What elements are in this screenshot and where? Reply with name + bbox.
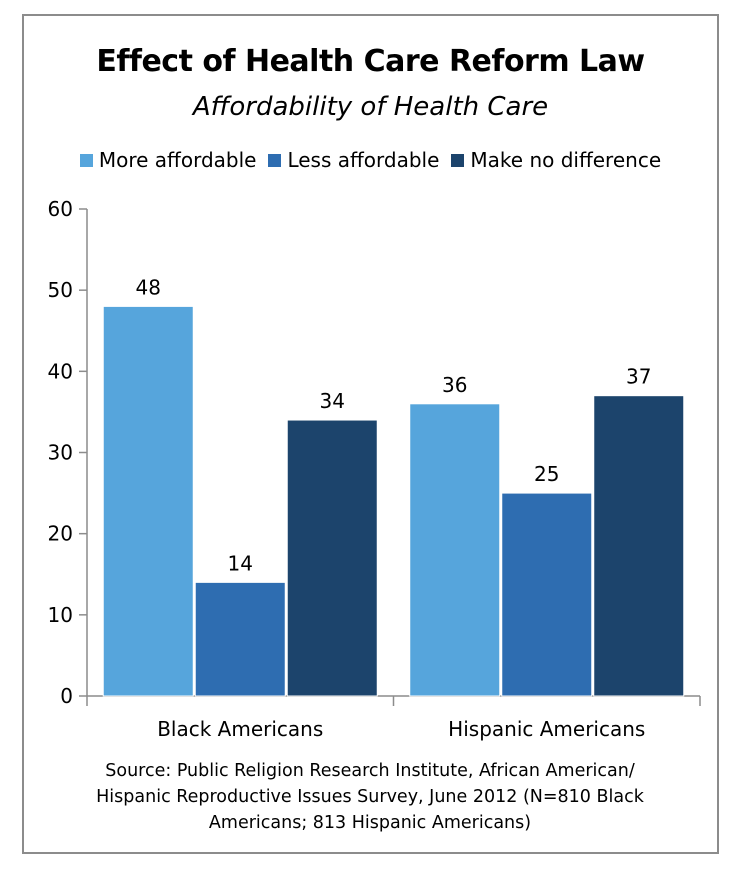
legend-swatch-less-affordable — [268, 153, 282, 167]
legend-swatch-make-no-difference — [451, 153, 465, 167]
legend-label-less-affordable: Less affordable — [287, 148, 440, 172]
bar-value-label: 36 — [442, 373, 467, 397]
legend-swatch-more-affordable — [79, 153, 93, 167]
source-line-1: Source: Public Religion Research Institu… — [105, 761, 635, 781]
legend-item-more-affordable: More affordable — [79, 148, 257, 172]
bar — [286, 419, 378, 697]
bar — [194, 581, 286, 697]
source-line-2: Hispanic Reproductive Issues Survey, Jun… — [96, 787, 644, 807]
y-tick-label: 10 — [48, 603, 73, 627]
bar-value-label: 25 — [534, 462, 559, 486]
source-note: Source: Public Religion Research Institu… — [60, 758, 680, 836]
bar — [501, 492, 593, 697]
y-tick-label: 20 — [48, 522, 73, 546]
legend-item-less-affordable: Less affordable — [268, 148, 439, 172]
bar — [102, 305, 194, 697]
chart-subtitle: Affordability of Health Care — [192, 92, 549, 122]
bar-value-label: 34 — [320, 389, 345, 413]
category-label: Black Americans — [157, 717, 323, 741]
category-label: Hispanic Americans — [448, 717, 645, 741]
legend-label-more-affordable: More affordable — [98, 148, 257, 172]
source-line-3: Americans; 813 Hispanic Americans) — [208, 813, 532, 833]
y-tick-label: 40 — [48, 359, 73, 383]
legend-label-make-no-difference: Make no difference — [470, 148, 662, 172]
legend-item-make-no-difference: Make no difference — [451, 148, 661, 172]
y-tick-label: 30 — [48, 441, 73, 465]
bar-value-label: 14 — [228, 551, 253, 575]
bar-value-label: 37 — [626, 365, 651, 389]
chart-title: Effect of Health Care Reform Law — [96, 44, 645, 79]
bar — [593, 395, 685, 697]
bar — [409, 403, 501, 697]
chart-legend: More affordable Less affordable Make no … — [0, 148, 741, 172]
y-tick-label: 50 — [48, 278, 73, 302]
bar-value-label: 48 — [136, 275, 161, 299]
y-tick-label: 60 — [48, 197, 73, 221]
y-tick-label: 0 — [60, 684, 73, 708]
